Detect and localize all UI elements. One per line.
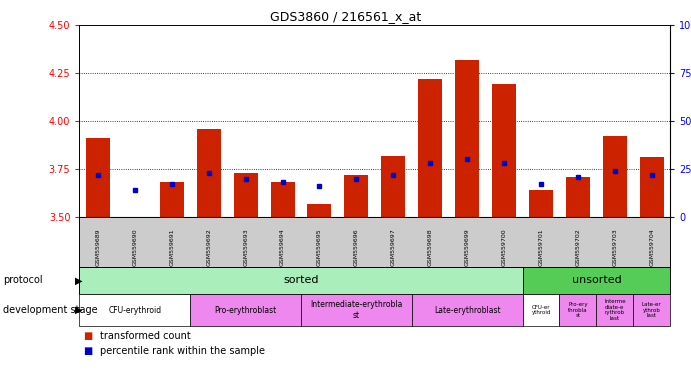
Bar xyxy=(307,204,332,217)
Text: ▶: ▶ xyxy=(75,305,82,315)
Text: Pro-erythroblast: Pro-erythroblast xyxy=(214,306,277,314)
Text: GSM559704: GSM559704 xyxy=(650,228,654,266)
Text: GSM559702: GSM559702 xyxy=(576,228,580,266)
Text: GSM559700: GSM559700 xyxy=(502,228,507,266)
Text: GSM559699: GSM559699 xyxy=(464,228,470,266)
Text: GSM559689: GSM559689 xyxy=(95,228,100,266)
Text: protocol: protocol xyxy=(3,275,43,285)
Text: GSM559698: GSM559698 xyxy=(428,228,433,266)
Text: Intermediate-erythrobla
st: Intermediate-erythrobla st xyxy=(310,300,403,320)
Text: ▶: ▶ xyxy=(75,275,82,285)
Bar xyxy=(86,138,110,217)
Text: GSM559695: GSM559695 xyxy=(317,228,322,266)
Text: sorted: sorted xyxy=(283,275,319,285)
Bar xyxy=(455,60,479,217)
Text: GDS3860 / 216561_x_at: GDS3860 / 216561_x_at xyxy=(270,10,421,23)
Text: GSM559691: GSM559691 xyxy=(169,228,174,266)
Text: GSM559697: GSM559697 xyxy=(391,228,396,266)
Bar xyxy=(271,182,294,217)
Bar xyxy=(160,182,184,217)
Bar xyxy=(492,84,516,217)
Text: development stage: development stage xyxy=(3,305,98,315)
Text: CFU-er
ythroid: CFU-er ythroid xyxy=(531,305,551,316)
Bar xyxy=(418,79,442,217)
Text: ■: ■ xyxy=(83,331,92,341)
Bar xyxy=(640,157,664,217)
Text: unsorted: unsorted xyxy=(571,275,621,285)
Text: GSM559692: GSM559692 xyxy=(206,228,211,266)
Bar xyxy=(197,129,220,217)
Text: ■: ■ xyxy=(83,346,92,356)
Text: transformed count: transformed count xyxy=(100,331,191,341)
Text: Late-er
ythrob
last: Late-er ythrob last xyxy=(642,302,661,318)
Text: Late-erythroblast: Late-erythroblast xyxy=(434,306,500,314)
Text: GSM559690: GSM559690 xyxy=(133,228,138,266)
Text: GSM559693: GSM559693 xyxy=(243,228,248,266)
Text: Interme
diate-e
rythrob
last: Interme diate-e rythrob last xyxy=(604,299,625,321)
Bar xyxy=(344,175,368,217)
Bar xyxy=(566,177,590,217)
Text: CFU-erythroid: CFU-erythroid xyxy=(108,306,162,314)
Text: Pro-ery
throbla
st: Pro-ery throbla st xyxy=(568,302,588,318)
Bar xyxy=(234,173,258,217)
Bar xyxy=(529,190,553,217)
Text: GSM559696: GSM559696 xyxy=(354,228,359,266)
Text: GSM559694: GSM559694 xyxy=(280,228,285,266)
Text: GSM559701: GSM559701 xyxy=(538,228,544,266)
Bar xyxy=(381,156,406,217)
Text: percentile rank within the sample: percentile rank within the sample xyxy=(100,346,265,356)
Text: GSM559703: GSM559703 xyxy=(612,228,617,266)
Bar xyxy=(603,136,627,217)
